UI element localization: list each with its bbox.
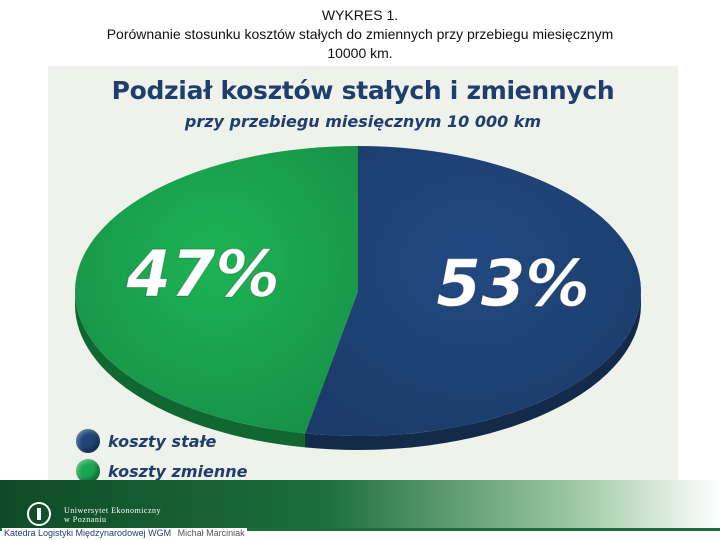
chart-legend: koszty stałe koszty zmienne — [76, 426, 248, 486]
pie-slice-label-0: 53% — [436, 247, 589, 321]
legend-item-variable-costs: koszty zmienne — [76, 456, 248, 486]
pie-slice-side-1-0 — [75, 291, 305, 448]
pie-chart: 53% 47% — [75, 146, 642, 450]
footer-band — [0, 480, 720, 530]
footer-caption: Katedra Logistyki Międzynarodowej WGM Mi… — [2, 528, 247, 538]
university-logo-icon — [27, 502, 51, 526]
footer-divider — [0, 528, 720, 531]
chart-panel: 53% 47% Podział kosztów stałych i zmienny… — [48, 66, 678, 483]
legend-label-fixed-costs: koszty stałe — [108, 431, 217, 451]
university-name-line-1: Uniwersytet Ekonomiczny — [64, 506, 162, 515]
pie-slice-1 — [75, 146, 358, 434]
university-name: Uniwersytet Ekonomiczny w Poznaniu — [64, 506, 161, 524]
slide-footer: Uniwersytet Ekonomiczny w Poznaniu Kated… — [0, 480, 720, 540]
legend-marker-fixed-costs — [76, 429, 100, 453]
chart-subtitle: przy przebiegu miesięcznym 10 000 km — [184, 112, 542, 131]
author-name: Michał Marciniak — [177, 528, 245, 538]
university-name-line-2: w Poznaniu — [64, 515, 107, 524]
header-line-2: Porównanie stosunku kosztów stałych do z… — [106, 26, 614, 42]
chart-title: Podział kosztów stałych i zmiennych — [111, 76, 615, 105]
pie-slice-0 — [304, 146, 642, 436]
legend-marker-variable-costs — [76, 459, 100, 483]
department-name: Katedra Logistyki Międzynarodowej WGM — [4, 528, 172, 538]
legend-label-variable-costs: koszty zmienne — [108, 461, 248, 481]
header-line-1: WYKRES 1. — [321, 7, 399, 23]
slide-header: WYKRES 1. Porównanie stosunku kosztów st… — [0, 6, 720, 63]
pie-slice-label-1: 47% — [125, 238, 279, 312]
legend-item-fixed-costs: koszty stałe — [76, 426, 248, 456]
header-line-3: 10000 km. — [327, 45, 393, 61]
